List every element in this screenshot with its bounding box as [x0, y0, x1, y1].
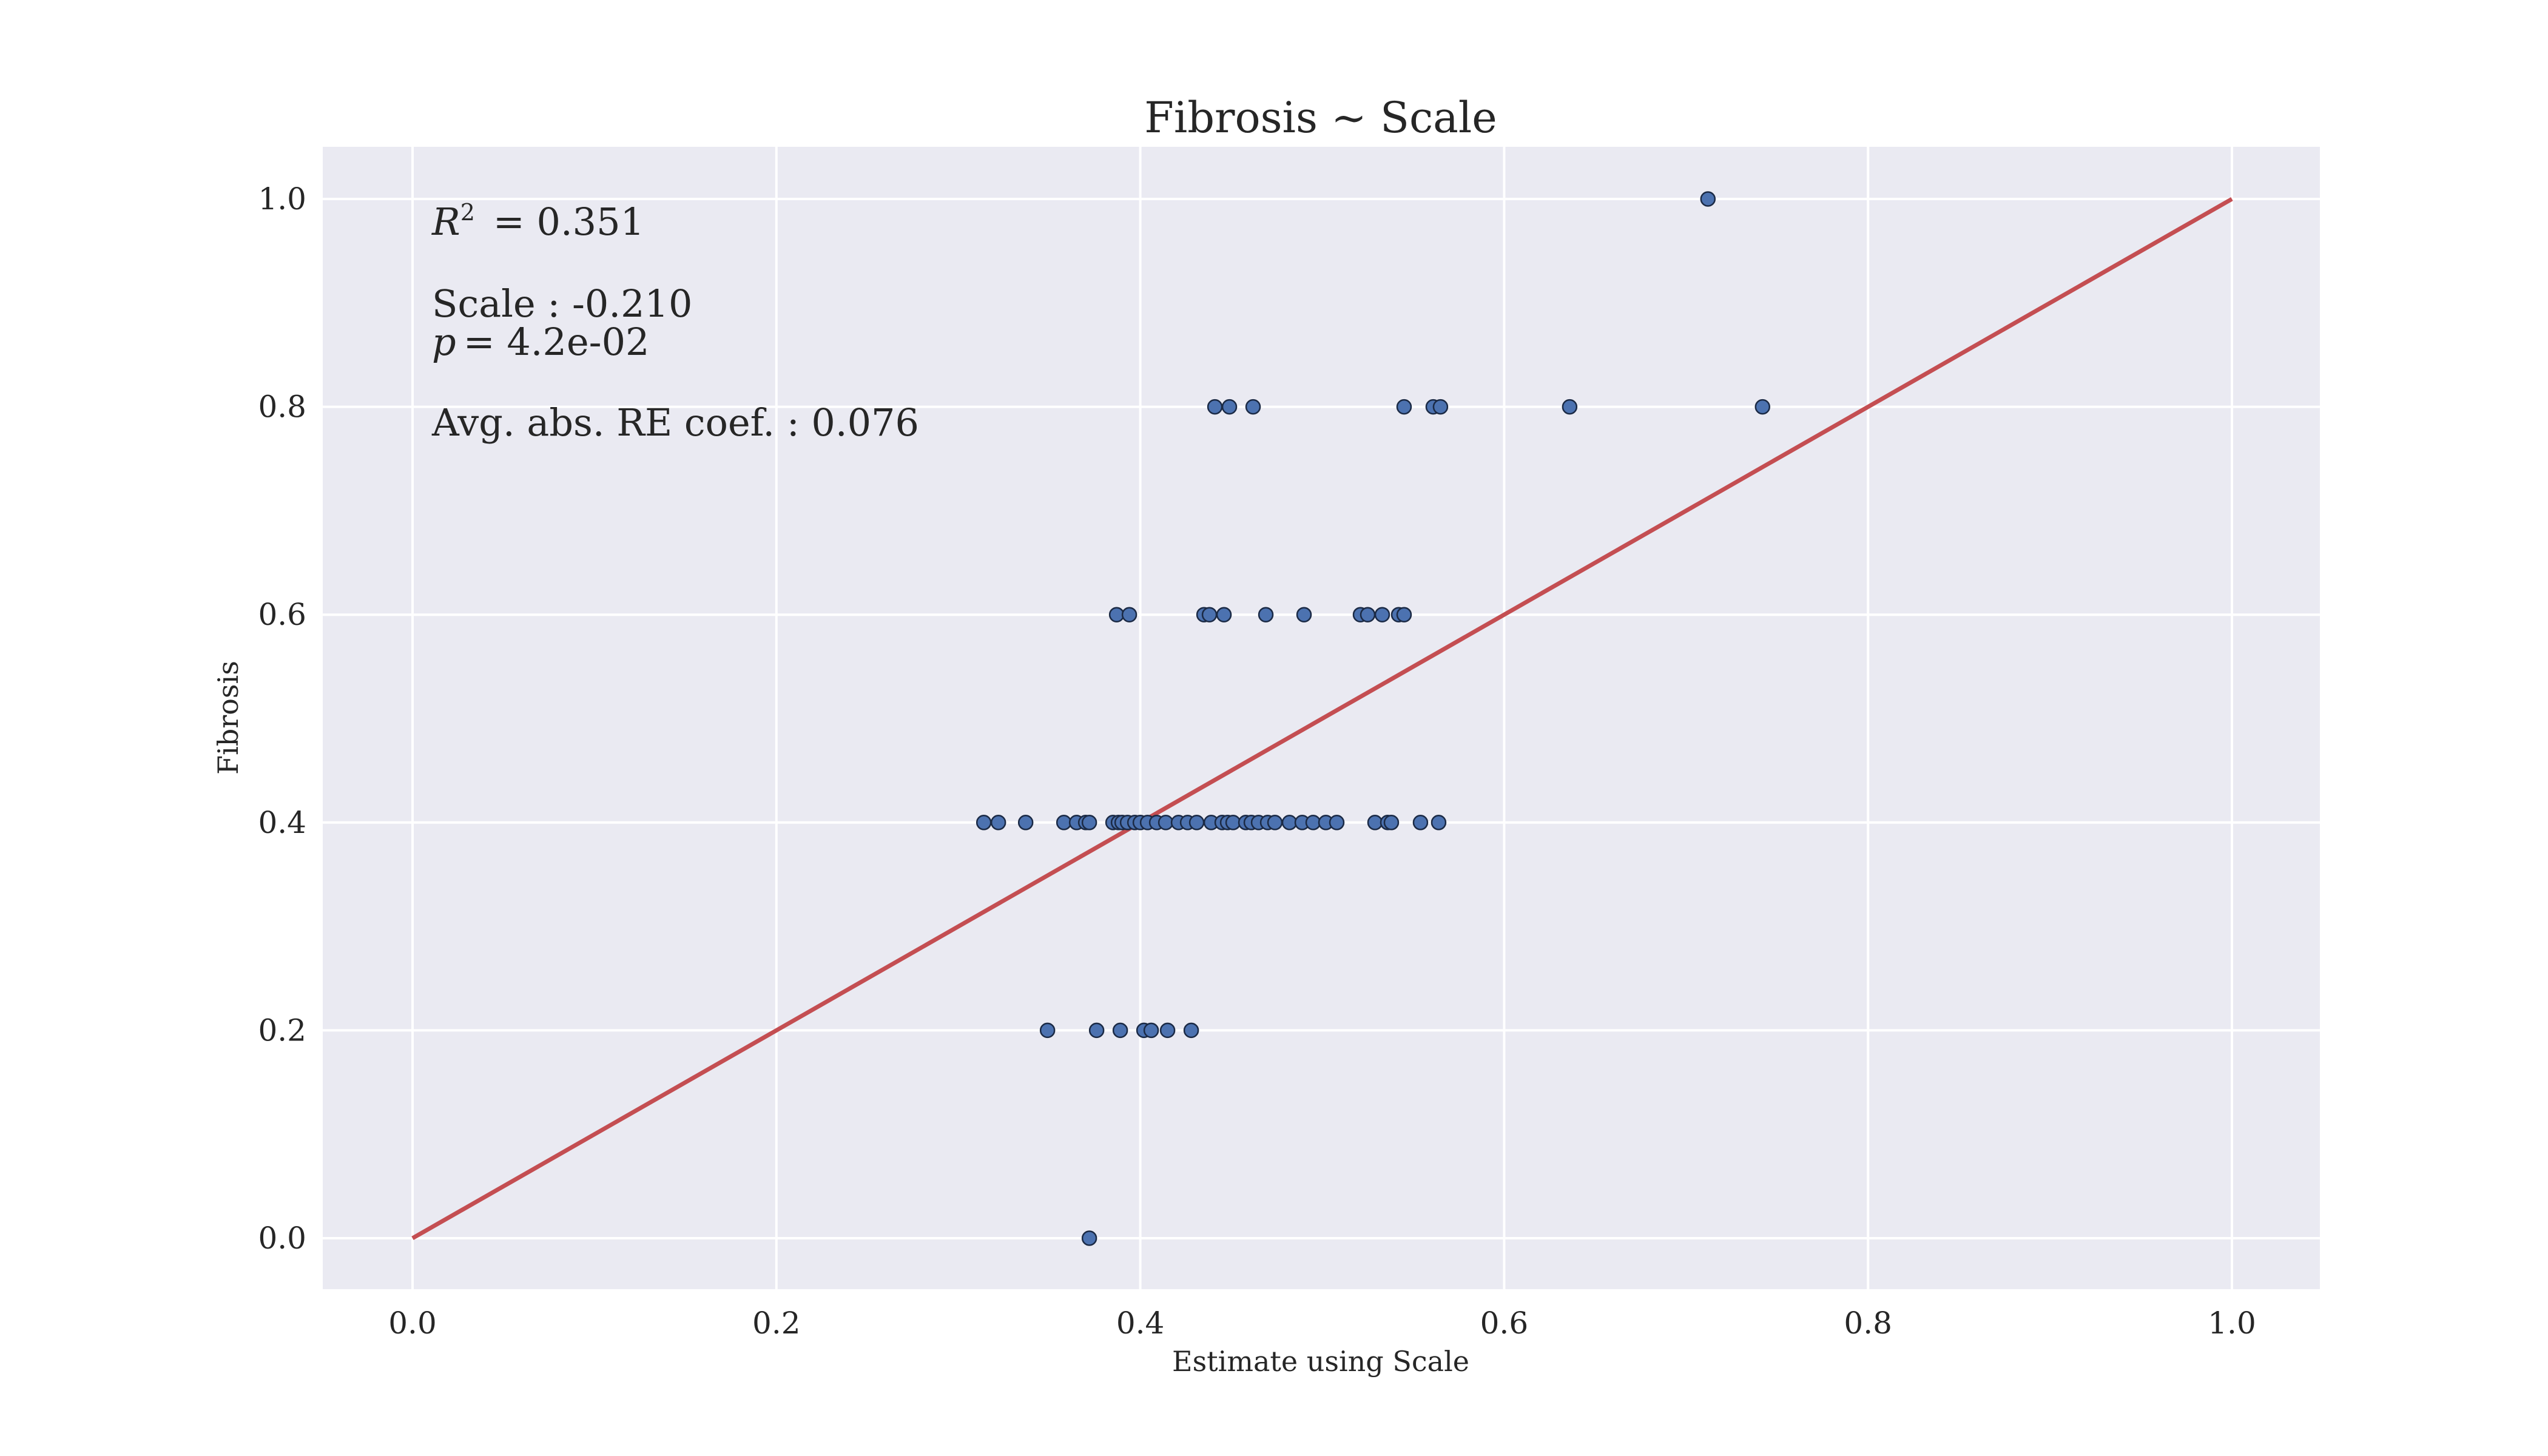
data-point [990, 815, 1006, 831]
data-points [976, 191, 1771, 1246]
p-value: = 4.2e-02 [463, 320, 650, 364]
data-point [1039, 1022, 1056, 1039]
avg-re-coef-annotation: Avg. abs. RE coef. : 0.076 [431, 400, 919, 445]
data-point [1112, 1022, 1128, 1039]
y-tick-label: 0.6 [258, 597, 306, 632]
data-point [1396, 399, 1412, 415]
x-gridlines [411, 147, 2233, 1289]
data-point [1383, 815, 1400, 831]
r-squared-superscript: 2 [460, 199, 475, 226]
data-point [1158, 815, 1174, 831]
x-tick-label: 0.8 [1844, 1306, 1892, 1341]
y-gridlines [323, 198, 2320, 1239]
data-point [1207, 399, 1223, 415]
x-tick-labels: 0.0 0.2 0.4 0.6 0.8 1.0 [388, 1306, 2256, 1341]
data-point [1367, 815, 1383, 831]
y-tick-label: 0.2 [258, 1013, 306, 1048]
coefficient-annotation: Scale : -0.210 [432, 281, 692, 326]
y-tick-labels: 0.0 0.2 0.4 0.6 0.8 1.0 [258, 181, 306, 1256]
y-tick-label: 1.0 [258, 181, 306, 217]
data-point [1700, 191, 1716, 207]
y-tick-label: 0.8 [258, 389, 306, 425]
data-point [1258, 607, 1274, 622]
data-point [1329, 815, 1345, 831]
data-point [976, 815, 992, 831]
data-point [1267, 815, 1283, 831]
data-point [1121, 607, 1138, 622]
statistics-annotation: R2 = 0.351 Scale : -0.210 p = 4.2e-02 Avg.… [431, 199, 919, 445]
data-point [1562, 399, 1578, 415]
x-axis-label: Estimate using Scale [1172, 1345, 1469, 1378]
data-point [1017, 815, 1034, 831]
data-point [1245, 399, 1261, 415]
x-tick-label: 0.6 [1480, 1306, 1529, 1341]
x-tick-label: 1.0 [2208, 1306, 2256, 1341]
identity-reference-line [411, 197, 2233, 1241]
data-point [1108, 607, 1125, 622]
y-axis-label: Fibrosis [212, 661, 244, 775]
x-tick-label: 0.2 [752, 1306, 801, 1341]
data-point [1088, 1022, 1105, 1039]
data-point [1432, 399, 1449, 415]
data-point [1081, 1230, 1097, 1246]
data-point [1056, 815, 1072, 831]
p-value-annotation: p = 4.2e-02 [432, 320, 650, 364]
data-point [1281, 815, 1298, 831]
data-point [1754, 399, 1771, 415]
data-point [1305, 815, 1321, 831]
data-point [1183, 1022, 1199, 1039]
data-point [1296, 607, 1312, 622]
data-point [1374, 607, 1390, 622]
r-squared-value: = 0.351 [493, 200, 644, 244]
data-point [1396, 607, 1412, 622]
chart-title: Fibrosis ~ Scale [1144, 93, 1497, 143]
data-point [1159, 1022, 1176, 1039]
x-tick-label: 0.4 [1116, 1306, 1165, 1341]
data-point [1412, 815, 1429, 831]
r-squared-annotation: R2 = 0.351 [431, 199, 644, 244]
data-point [1221, 399, 1238, 415]
y-tick-label: 0.0 [258, 1221, 306, 1256]
data-point [1216, 607, 1232, 622]
data-point [1143, 1022, 1159, 1039]
data-point [1081, 815, 1097, 831]
data-point [1431, 815, 1447, 831]
data-point [1360, 607, 1376, 622]
data-point [1201, 607, 1218, 622]
data-point [1225, 815, 1241, 831]
p-symbol: p [432, 320, 456, 364]
data-point [1188, 815, 1205, 831]
r-squared-symbol: R [431, 200, 460, 244]
y-tick-label: 0.4 [258, 805, 306, 840]
x-tick-label: 0.0 [388, 1306, 437, 1341]
